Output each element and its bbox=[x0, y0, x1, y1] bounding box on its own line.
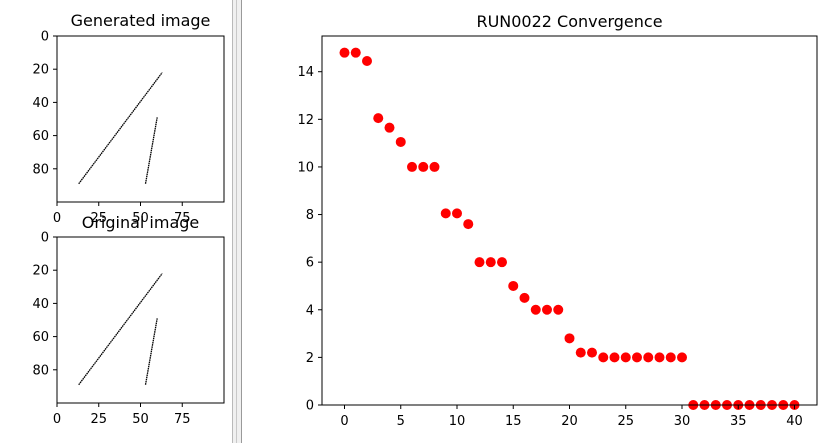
data-point bbox=[587, 347, 597, 358]
panel-title: Generated image bbox=[71, 11, 211, 30]
plot-area bbox=[322, 36, 817, 405]
data-point bbox=[553, 304, 564, 315]
panel-title: Original image bbox=[82, 213, 200, 232]
y-tick-label: 60 bbox=[32, 330, 49, 345]
data-point bbox=[485, 257, 496, 268]
data-point bbox=[384, 122, 395, 133]
chart-title: RUN0022 Convergence bbox=[476, 12, 662, 31]
data-point bbox=[339, 47, 350, 58]
data-point bbox=[575, 347, 586, 358]
x-tick-label: 0 bbox=[53, 211, 61, 226]
x-tick-label: 20 bbox=[561, 414, 578, 429]
y-tick-label: 80 bbox=[32, 162, 49, 177]
x-tick-label: 0 bbox=[53, 412, 61, 427]
y-tick-label: 0 bbox=[306, 399, 314, 414]
y-tick-label: 40 bbox=[32, 96, 49, 111]
x-tick-label: 35 bbox=[730, 414, 747, 429]
y-tick-label: 6 bbox=[306, 256, 314, 271]
y-tick-label: 0 bbox=[41, 231, 49, 246]
data-point bbox=[632, 352, 642, 363]
image-stroke bbox=[144, 117, 158, 184]
x-tick-label: 0 bbox=[340, 414, 348, 429]
x-tick-label: 25 bbox=[617, 414, 634, 429]
data-point bbox=[429, 161, 440, 172]
convergence-chart: 0 2 4 6 8 10 12 14 0 5 10 15 20 25 30 35 40 RUN0022 Conve… bbox=[297, 12, 818, 429]
y-tick-label: 2 bbox=[306, 351, 314, 366]
image-area bbox=[57, 36, 224, 202]
x-tick-label: 40 bbox=[786, 414, 803, 429]
data-point bbox=[542, 304, 552, 315]
x-tick-label: 50 bbox=[132, 412, 149, 427]
data-point bbox=[362, 55, 372, 66]
data-point bbox=[395, 136, 406, 147]
image-stroke bbox=[78, 72, 163, 185]
generated-image-panel: 0 20 40 60 80 0 25 50 75 Generated image bbox=[32, 11, 225, 226]
y-tick-label: 20 bbox=[32, 63, 49, 78]
x-tick-label: 50 bbox=[132, 211, 149, 226]
y-tick-label: 4 bbox=[306, 303, 314, 318]
y-tick-label: 40 bbox=[32, 297, 49, 312]
data-point bbox=[418, 161, 429, 172]
data-point bbox=[519, 292, 530, 303]
y-tick-label: 8 bbox=[306, 208, 314, 223]
data-point bbox=[407, 161, 417, 172]
data-point bbox=[620, 352, 631, 363]
y-tick-label: 80 bbox=[32, 363, 49, 378]
x-tick-label: 75 bbox=[174, 412, 191, 427]
x-tick-label: 5 bbox=[397, 414, 405, 429]
y-tick-label: 20 bbox=[32, 264, 49, 279]
data-point bbox=[474, 257, 485, 268]
data-point bbox=[463, 219, 474, 230]
image-stroke bbox=[144, 318, 158, 385]
x-tick-label: 75 bbox=[174, 211, 191, 226]
data-point bbox=[654, 352, 665, 363]
y-tick-label: 10 bbox=[297, 160, 314, 175]
data-point bbox=[497, 257, 507, 268]
data-point bbox=[373, 113, 384, 124]
data-point bbox=[677, 352, 687, 363]
data-point bbox=[350, 47, 361, 58]
x-tick-label: 25 bbox=[90, 412, 107, 427]
image-stroke bbox=[78, 273, 163, 386]
x-tick-label: 15 bbox=[505, 414, 522, 429]
y-tick-label: 12 bbox=[297, 113, 314, 128]
x-tick-label: 10 bbox=[449, 414, 466, 429]
x-tick-label: 30 bbox=[674, 414, 691, 429]
data-point bbox=[609, 352, 620, 363]
image-area bbox=[57, 237, 224, 403]
data-point bbox=[440, 208, 451, 219]
data-point bbox=[564, 333, 575, 344]
y-tick-label: 60 bbox=[32, 129, 49, 144]
x-tick-label: 25 bbox=[90, 211, 107, 226]
y-tick-label: 0 bbox=[41, 30, 49, 45]
data-point bbox=[665, 352, 676, 363]
data-point bbox=[643, 352, 654, 363]
data-point bbox=[452, 208, 462, 219]
y-tick-label: 14 bbox=[297, 65, 314, 80]
data-point bbox=[598, 352, 609, 363]
data-point bbox=[508, 280, 519, 291]
data-point bbox=[530, 304, 541, 315]
